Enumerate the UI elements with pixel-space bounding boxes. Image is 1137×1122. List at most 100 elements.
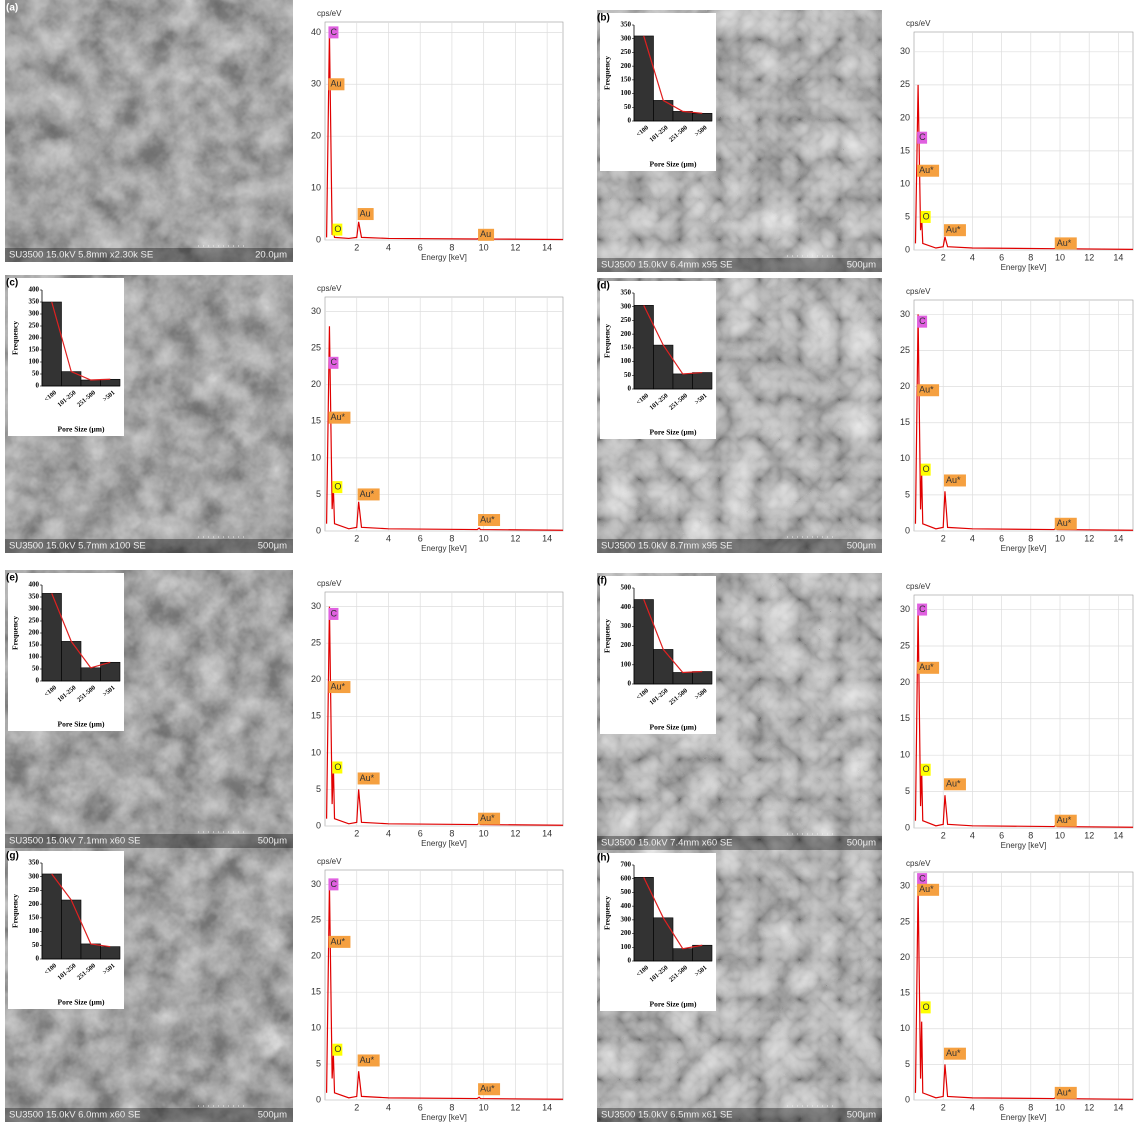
x-tick-label: 2 — [354, 1102, 359, 1112]
x-tick-label: 14 — [1113, 533, 1123, 543]
peak-label: Au* — [330, 681, 345, 691]
y-tick-label: 0 — [316, 525, 321, 535]
x-tick-label: 12 — [1084, 533, 1094, 543]
panel-label: (a) — [6, 3, 18, 14]
y-tick-label: 0 — [905, 244, 910, 254]
bar — [81, 380, 101, 386]
bar — [42, 302, 62, 386]
x-tick-label: 2 — [941, 1102, 946, 1112]
x-tick-label: 4 — [386, 828, 391, 838]
bar — [654, 918, 674, 961]
x-axis-title: Pore Size (μm) — [649, 160, 697, 169]
y-tick-label: 350 — [621, 21, 632, 29]
y-tick-label: 40 — [311, 27, 321, 37]
y-tick-label: 150 — [29, 641, 40, 649]
peak-label: Au* — [946, 779, 961, 789]
panel-label: (c) — [6, 278, 18, 289]
y-tick-label: 30 — [311, 879, 321, 889]
peak-label: Au* — [946, 225, 961, 235]
x-tick-label: 4 — [970, 252, 975, 262]
y-tick-label: 300 — [621, 622, 632, 630]
x-tick-label: 4 — [386, 533, 391, 543]
x-tick-label: 10 — [479, 828, 489, 838]
y-axis-title: cps/eV — [906, 859, 931, 868]
peak-label: Au* — [919, 385, 934, 395]
plot-area — [325, 22, 563, 240]
y-axis-title: cps/eV — [317, 9, 342, 18]
peak-label: O — [334, 1044, 341, 1054]
y-tick-label: 400 — [29, 581, 40, 589]
y-tick-label: 350 — [29, 593, 40, 601]
x-tick-label: 2 — [354, 533, 359, 543]
peak-label: Au* — [330, 412, 345, 422]
y-tick-label: 600 — [621, 874, 632, 882]
x-tick-label: 2 — [941, 830, 946, 840]
x-tick-label: 12 — [510, 828, 520, 838]
x-tick-label: 2 — [354, 828, 359, 838]
y-tick-label: 50 — [32, 370, 40, 378]
y-tick-label: 0 — [36, 955, 40, 963]
y-tick-label: 10 — [900, 453, 910, 463]
bar — [693, 113, 713, 121]
bar — [654, 345, 674, 389]
peak-label: Au* — [330, 936, 345, 946]
inset-background — [600, 13, 716, 171]
sem-caption: SU3500 15.0kV 6.5mm x61 SE — [601, 1110, 733, 1121]
y-tick-label: 250 — [29, 322, 40, 330]
y-tick-label: 250 — [29, 886, 40, 894]
x-tick-label: 14 — [1113, 830, 1123, 840]
scale-bar-label: 500μm — [258, 836, 287, 847]
y-tick-label: 20 — [900, 677, 910, 687]
panel-label: (e) — [6, 573, 18, 584]
y-tick-label: 150 — [621, 75, 632, 83]
x-axis-title: Energy [keV] — [1001, 263, 1047, 272]
bar — [634, 36, 654, 121]
x-tick-label: 6 — [418, 533, 423, 543]
bar — [634, 305, 654, 389]
bar — [42, 874, 62, 959]
sem-caption: SU3500 15.0kV 5.7mm x100 SE — [9, 541, 146, 552]
y-tick-label: 100 — [621, 943, 632, 951]
y-tick-label: 25 — [900, 345, 910, 355]
x-tick-label: 10 — [1055, 830, 1065, 840]
y-tick-label: 0 — [316, 234, 321, 244]
x-axis-title: Pore Size (μm) — [57, 720, 105, 729]
plot-area — [914, 300, 1133, 531]
scale-bar-label: 500μm — [847, 541, 876, 552]
x-axis-title: Energy [keV] — [1001, 544, 1047, 553]
y-tick-label: 15 — [311, 987, 321, 997]
bar — [81, 668, 101, 681]
y-tick-label: 250 — [29, 617, 40, 625]
x-tick-label: 14 — [542, 828, 552, 838]
peak-label: Au* — [1057, 518, 1072, 528]
y-tick-label: 20 — [311, 379, 321, 389]
x-tick-label: 10 — [479, 1102, 489, 1112]
y-tick-label: 25 — [900, 916, 910, 926]
y-tick-label: 25 — [311, 638, 321, 648]
x-axis-title: Pore Size (μm) — [57, 998, 105, 1007]
peak-label: C — [919, 604, 926, 614]
x-tick-label: 10 — [1055, 533, 1065, 543]
y-tick-label: 20 — [311, 131, 321, 141]
peak-label: Au* — [1057, 1087, 1072, 1097]
y-axis-title: cps/eV — [317, 579, 342, 588]
y-tick-label: 15 — [900, 417, 910, 427]
y-tick-label: 5 — [316, 489, 321, 499]
scale-bar-label: 500μm — [847, 838, 876, 849]
y-axis-title: cps/eV — [906, 19, 931, 28]
y-tick-label: 100 — [29, 358, 40, 366]
x-axis-title: Pore Size (μm) — [649, 428, 697, 437]
y-tick-label: 500 — [621, 888, 632, 896]
x-axis-title: Energy [keV] — [1001, 1113, 1047, 1122]
y-tick-label: 400 — [29, 286, 40, 294]
x-tick-label: 10 — [1055, 252, 1065, 262]
y-axis-title: cps/eV — [317, 284, 342, 293]
y-tick-label: 400 — [621, 902, 632, 910]
x-tick-label: 8 — [449, 242, 454, 252]
x-axis-title: Energy [keV] — [421, 253, 467, 262]
peak-label: O — [334, 482, 341, 492]
y-tick-label: 200 — [29, 900, 40, 908]
y-tick-label: 50 — [624, 371, 632, 379]
peak-label: Au* — [480, 813, 495, 823]
x-tick-label: 14 — [542, 1102, 552, 1112]
